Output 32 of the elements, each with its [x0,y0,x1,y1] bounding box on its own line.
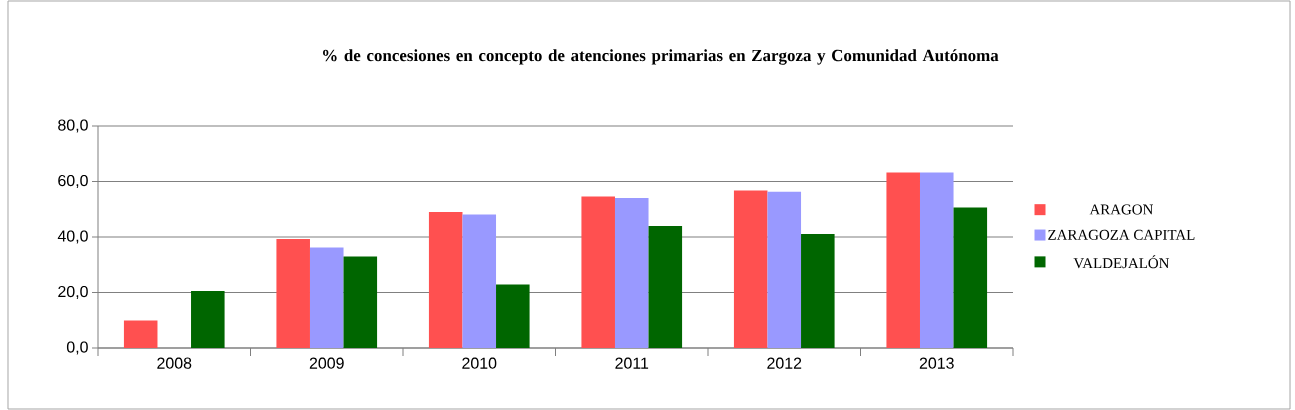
y-tick-label: 80,0 [58,119,88,133]
chart-title: % de concesiones en concepto de atenciones primarias en Zargoza y Comunidad Autónoma [323,49,999,65]
bar [309,247,344,348]
x-tick-label: 2013 [919,357,954,369]
bar [428,212,463,348]
x-tick-label: 2009 [309,357,344,369]
bar [276,238,310,348]
x-tick-label: 2011 [615,357,649,369]
bar [886,172,920,348]
legend-label: ZARAGOZA CAPITAL [1048,229,1195,240]
bar [767,191,802,348]
bar [733,190,768,348]
bar [581,196,615,348]
bar [123,320,158,348]
bar [462,214,497,348]
x-tick-label: 2010 [462,357,497,369]
y-tick-label: 20,0 [58,285,88,300]
bar [953,207,988,348]
bar [648,225,683,348]
legend-label: VALDEJALÓN [1073,255,1170,269]
x-tick-label: 2008 [157,357,192,369]
bar [496,284,530,348]
y-tick-label: 0,0 [66,341,88,355]
bar [343,256,378,348]
y-tick-label: 40,0 [57,230,88,244]
bar [191,291,225,348]
y-tick-label: 60,0 [58,174,88,189]
bar [614,197,649,348]
x-tick-label: 2012 [767,357,802,369]
bar [919,172,954,348]
text: ARAGON [1089,204,1154,215]
bar [801,233,835,348]
